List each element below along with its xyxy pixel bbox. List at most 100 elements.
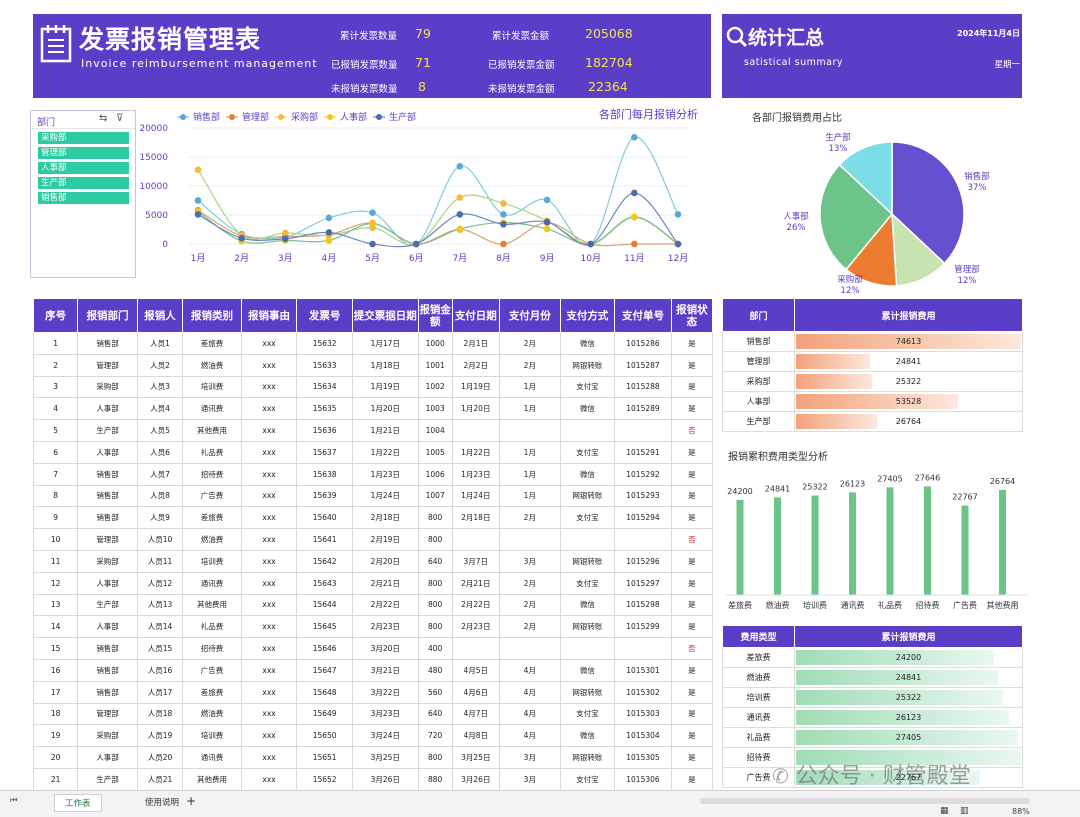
table-cell[interactable]: 3月26日	[351, 767, 419, 791]
table-row[interactable]: 1 销售部 人员1 差旅费 xxx 15632 1月17日 1000 2月1日 2月 微信 10152…	[32, 332, 714, 355]
table-cell[interactable]: 1月	[498, 484, 561, 508]
table-cell[interactable]: 培训费	[182, 549, 242, 573]
table-cell[interactable]: 2月1日	[451, 332, 500, 355]
table-cell[interactable]: 3月26日	[451, 767, 500, 791]
table-cell[interactable]: 销售部	[77, 462, 138, 486]
table-cell[interactable]	[559, 419, 616, 442]
table-cell[interactable]: 2月	[498, 506, 561, 530]
table-cell[interactable]: 2	[32, 353, 79, 377]
table-cell[interactable]	[614, 419, 672, 442]
column-header[interactable]: 提交票据日期	[351, 298, 419, 333]
table-cell[interactable]: 是	[670, 680, 714, 704]
table-cell[interactable]	[498, 419, 561, 442]
table-cell[interactable]: 1004	[417, 419, 453, 442]
table-cell[interactable]: 网银转账	[559, 680, 616, 704]
table-cell[interactable]: 3	[32, 375, 79, 399]
table-cell[interactable]: 1月17日	[351, 332, 419, 355]
table-cell[interactable]: 3月20日	[351, 637, 419, 660]
table-cell[interactable]: 是	[670, 353, 714, 377]
table-row[interactable]: 17 销售部 人员17 差旅费 xxx 15648 3月22日 560 4月6日 4月 网银转账 10…	[32, 680, 714, 704]
table-cell[interactable]: 1月	[498, 462, 561, 486]
table-cell[interactable]: 销售部	[77, 484, 138, 508]
table-cell[interactable]: 人员9	[136, 506, 184, 530]
table-cell[interactable]: 网银转账	[559, 484, 616, 508]
table-cell[interactable]: 15652	[296, 767, 353, 791]
table-cell[interactable]: 人事部	[77, 397, 138, 421]
table-cell[interactable]	[451, 637, 500, 660]
table-cell[interactable]: 3月7日	[451, 549, 500, 573]
table-cell[interactable]: 15651	[296, 746, 353, 769]
table-cell[interactable]: 4月8日	[451, 724, 500, 748]
table-cell[interactable]: xxx	[240, 462, 298, 486]
table-row[interactable]: 6 人事部 人员6 礼品费 xxx 15637 1月22日 1005 1月22日 1月 支付宝 101…	[32, 440, 714, 464]
table-cell[interactable]: 15645	[296, 615, 353, 639]
table-cell[interactable]: 是	[670, 484, 714, 508]
table-cell[interactable]: 网银转账	[559, 746, 616, 769]
table-cell[interactable]: 支付宝	[559, 375, 616, 399]
table-cell[interactable]: 2月18日	[351, 506, 419, 530]
table-cell[interactable]: 通讯费	[182, 397, 242, 421]
zoom-level[interactable]: 88%	[1012, 807, 1030, 816]
table-cell[interactable]: 640	[417, 549, 453, 573]
table-cell[interactable]: 1015288	[614, 375, 672, 399]
table-cell[interactable]: 2月	[498, 332, 561, 355]
nav-first-icon[interactable]: ⏮	[10, 796, 18, 806]
table-cell[interactable]: 管理部	[77, 353, 138, 377]
table-cell[interactable]: 3月	[498, 746, 561, 769]
table-cell[interactable]: 人员7	[136, 462, 184, 486]
table-cell[interactable]: 人事部	[77, 571, 138, 595]
table-cell[interactable]: 8	[32, 484, 79, 508]
table-cell[interactable]: xxx	[240, 593, 298, 617]
table-cell[interactable]: 1月21日	[351, 419, 419, 442]
table-cell[interactable]: 人事部	[77, 615, 138, 639]
table-cell[interactable]: 3月21日	[351, 658, 419, 682]
table-row[interactable]: 8 销售部 人员8 广告费 xxx 15639 1月24日 1007 1月24日 1月 网银转账 10…	[32, 484, 714, 508]
table-cell[interactable]: 人事部	[77, 440, 138, 464]
table-cell[interactable]: 15646	[296, 637, 353, 660]
table-cell[interactable]: 5	[32, 419, 79, 442]
table-cell[interactable]: xxx	[240, 397, 298, 421]
table-cell[interactable]: 否	[670, 528, 714, 551]
table-cell[interactable]: xxx	[240, 353, 298, 377]
table-cell[interactable]: 13	[32, 593, 79, 617]
table-cell[interactable]: 1015298	[614, 593, 672, 617]
add-sheet-button[interactable]: +	[186, 794, 197, 808]
table-cell[interactable]: 采购部	[77, 724, 138, 748]
table-row[interactable]: 10 管理部 人员10 燃油费 xxx 15641 2月19日 800 否	[32, 528, 714, 551]
column-header[interactable]: 报销状态	[670, 298, 714, 333]
table-cell[interactable]: 人员6	[136, 440, 184, 464]
table-cell[interactable]: 其他费用	[182, 593, 242, 617]
table-cell[interactable]: 是	[670, 375, 714, 399]
table-cell[interactable]: 1015305	[614, 746, 672, 769]
table-cell[interactable]: 1001	[417, 353, 453, 377]
table-cell[interactable]: 4月	[498, 702, 561, 726]
table-cell[interactable]: 14	[32, 615, 79, 639]
column-header[interactable]: 支付日期	[451, 298, 500, 333]
table-cell[interactable]: 800	[417, 571, 453, 595]
table-cell[interactable]: 1003	[417, 397, 453, 421]
table-cell[interactable]: 1005	[417, 440, 453, 464]
table-cell[interactable]: 15647	[296, 658, 353, 682]
table-cell[interactable]: 燃油费	[182, 702, 242, 726]
table-cell[interactable]: 差旅费	[182, 332, 242, 355]
slicer-item-purchase[interactable]: 采购部	[38, 132, 129, 144]
table-cell[interactable]: 640	[417, 702, 453, 726]
table-cell[interactable]: 支付宝	[559, 767, 616, 791]
table-cell[interactable]: 是	[670, 462, 714, 486]
table-cell[interactable]: 2月	[498, 615, 561, 639]
table-cell[interactable]: 礼品费	[182, 440, 242, 464]
table-cell[interactable]: 是	[670, 746, 714, 769]
table-cell[interactable]: 1月18日	[351, 353, 419, 377]
table-cell[interactable]: 2月	[498, 593, 561, 617]
table-cell[interactable]: 1015293	[614, 484, 672, 508]
table-cell[interactable]: 2月	[498, 353, 561, 377]
table-cell[interactable]: 人员15	[136, 637, 184, 660]
table-cell[interactable]: xxx	[240, 332, 298, 355]
table-cell[interactable]: xxx	[240, 484, 298, 508]
table-cell[interactable]: 4月	[498, 680, 561, 704]
table-cell[interactable]	[614, 528, 672, 551]
table-cell[interactable]: xxx	[240, 702, 298, 726]
table-cell[interactable]: 1015287	[614, 353, 672, 377]
table-cell[interactable]: 是	[670, 397, 714, 421]
table-cell[interactable]: 1月24日	[351, 484, 419, 508]
